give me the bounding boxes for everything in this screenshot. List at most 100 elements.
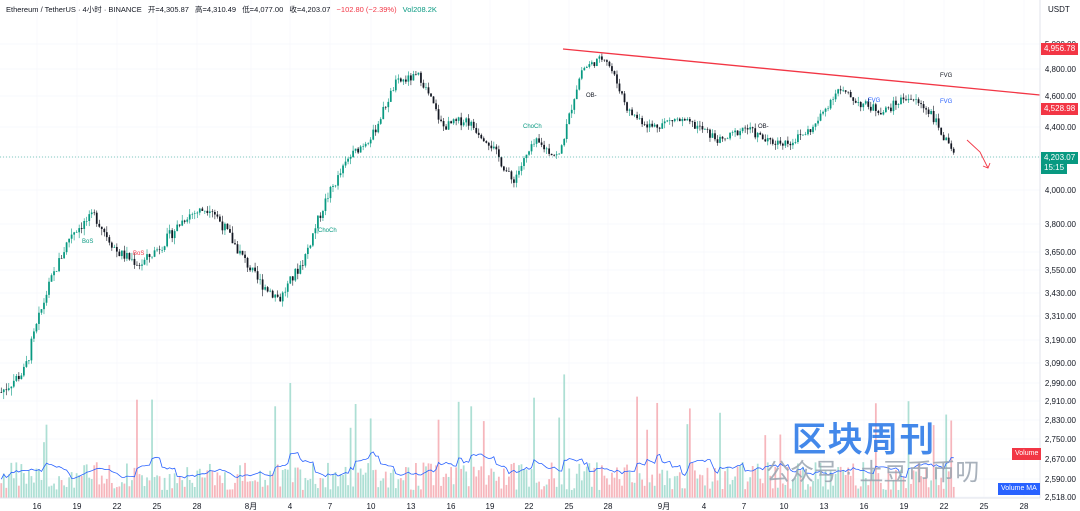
candle-body <box>633 114 636 116</box>
candle-body <box>208 211 211 214</box>
volume-bar <box>601 465 603 498</box>
candle-body <box>264 287 267 290</box>
candle-body <box>784 140 787 146</box>
candle-body <box>241 250 244 255</box>
symbol-title[interactable]: Ethereum / TetherUS · 4小时 · BINANCE <box>6 5 142 14</box>
volume-bar <box>312 463 314 498</box>
candle-body <box>422 82 425 88</box>
time-axis[interactable]: 16 19 22 25 28 8月 4 7 10 13 16 19 22 25 28 9月 4 7 10 13 16 19… <box>33 502 1029 511</box>
candle-body <box>613 71 616 75</box>
volume-bar <box>658 473 661 498</box>
volume-bar <box>631 482 633 498</box>
volume-bar <box>15 462 18 498</box>
candle-body <box>739 131 742 136</box>
candle-body <box>626 102 628 111</box>
price-tag-current: 4,203.07 <box>1041 152 1079 164</box>
volume-bar <box>412 489 415 498</box>
candle-body <box>113 246 116 248</box>
candle-body <box>465 118 468 123</box>
volume-bar <box>492 471 495 498</box>
volume-bar <box>882 489 885 498</box>
volume-bar <box>656 402 659 498</box>
candle-body <box>550 153 553 156</box>
volume-bar <box>422 462 425 498</box>
candle-body <box>490 145 493 149</box>
candle-body <box>799 134 802 136</box>
volume-bar <box>829 470 832 498</box>
candle-body <box>213 211 216 215</box>
volume-bar <box>362 474 365 498</box>
volume-bar <box>399 478 402 498</box>
candle-body <box>764 139 767 142</box>
volume-bar <box>593 467 596 498</box>
time-tick-label: 7 <box>328 502 333 511</box>
candle-body <box>10 386 13 389</box>
change-value: −102.80 (−2.39%) <box>336 5 397 14</box>
candle-body <box>942 134 945 141</box>
candle-body <box>477 132 480 135</box>
candle-body <box>33 331 35 339</box>
volume-bars <box>0 374 955 498</box>
volume-bar <box>43 442 45 498</box>
candle-body <box>495 146 498 150</box>
volume-bar <box>337 486 339 498</box>
volume-bar <box>136 399 138 498</box>
volume-bar <box>613 477 616 498</box>
volume-bar <box>673 476 676 498</box>
candle-body <box>191 213 194 215</box>
volume-bar <box>251 481 254 498</box>
volume-bar <box>726 466 729 498</box>
volume-bar <box>236 474 239 498</box>
candle-body <box>299 265 302 274</box>
volume-bar <box>661 469 664 498</box>
candle-body <box>862 103 865 108</box>
volume-bar <box>500 488 503 498</box>
volume-bar <box>25 483 28 498</box>
candle-body <box>460 117 463 126</box>
candle-body <box>53 271 55 276</box>
candle-body <box>377 123 380 133</box>
volume-bar <box>525 469 528 498</box>
candle-body <box>141 264 143 266</box>
candle-body <box>688 118 691 122</box>
volume-bar <box>364 472 367 498</box>
time-tick-label: 8月 <box>245 502 257 511</box>
volume-bar <box>141 475 143 498</box>
time-tick-label: 16 <box>447 502 456 511</box>
volume-bar <box>754 469 757 498</box>
indicator-label: ChoCh <box>318 228 337 234</box>
candle-body <box>68 238 70 243</box>
candle-body <box>161 249 163 251</box>
candle-body <box>834 93 837 100</box>
volume-ma-line <box>0 451 954 480</box>
projection-arrow <box>966 139 989 169</box>
candle-body <box>545 148 548 150</box>
volume-bar <box>244 462 246 498</box>
volume-bar <box>382 478 385 498</box>
volume-bar <box>716 480 719 498</box>
candle-body <box>314 228 317 234</box>
volume-bar <box>548 479 551 498</box>
candle-body <box>917 99 920 104</box>
candle-body <box>334 185 337 187</box>
volume-bar <box>902 476 905 498</box>
candle-body <box>231 232 234 244</box>
volume-bar <box>291 482 294 498</box>
volume-bar <box>927 487 930 498</box>
candle-body <box>367 143 370 144</box>
candle-body <box>606 60 608 62</box>
volume-bar <box>266 485 269 498</box>
volume-bar <box>739 465 742 498</box>
time-tick-label: 28 <box>193 502 202 511</box>
volume-bar <box>731 479 734 498</box>
volume-bar <box>719 412 721 498</box>
candle-body <box>510 171 513 180</box>
volume-bar <box>317 488 319 498</box>
trendline[interactable] <box>562 48 1041 96</box>
candle-body <box>73 232 76 235</box>
candle-body <box>467 118 470 126</box>
volume-bar <box>809 486 812 498</box>
candle-body <box>533 143 535 145</box>
candle-body <box>105 232 108 238</box>
